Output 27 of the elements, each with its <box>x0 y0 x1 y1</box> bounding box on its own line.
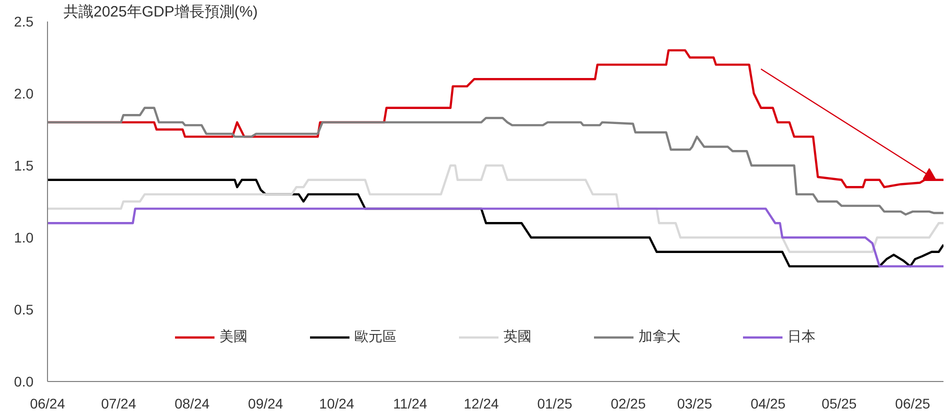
chart-title: 共識2025年GDP增長預測(%) <box>64 4 258 20</box>
x-tick-label: 04/25 <box>750 396 786 412</box>
legend-label: 英國 <box>504 328 532 346</box>
y-tick-label: 2.0 <box>14 86 34 102</box>
line-series <box>48 164 944 253</box>
legend-label: 歐元區 <box>354 328 396 346</box>
y-tick-label: 0.5 <box>14 302 34 318</box>
x-tick-label: 02/25 <box>610 396 646 412</box>
y-tick-label: 0.0 <box>14 374 34 390</box>
line-series <box>48 208 944 268</box>
x-tick-label: 10/24 <box>319 396 354 412</box>
x-tick-label: 01/25 <box>537 396 572 412</box>
x-tick-label: 06/25 <box>895 396 930 412</box>
x-tick-label: 08/24 <box>174 396 210 412</box>
x-tick-label: 03/25 <box>677 396 712 412</box>
x-tick-label: 09/24 <box>248 396 284 412</box>
legend-label: 加拿大 <box>638 328 680 346</box>
legend-label: 日本 <box>788 328 816 346</box>
x-tick-label: 11/24 <box>393 396 428 412</box>
x-tick-label: 12/24 <box>464 396 500 412</box>
x-tick-label: 07/24 <box>101 396 136 412</box>
y-tick-label: 1.5 <box>14 158 34 174</box>
y-tick-label: 1.0 <box>14 230 34 246</box>
x-tick-label: 05/25 <box>822 396 857 412</box>
legend-label: 美國 <box>220 328 248 346</box>
y-tick-label: 2.5 <box>14 14 34 30</box>
x-tick-label: 06/24 <box>30 396 66 412</box>
